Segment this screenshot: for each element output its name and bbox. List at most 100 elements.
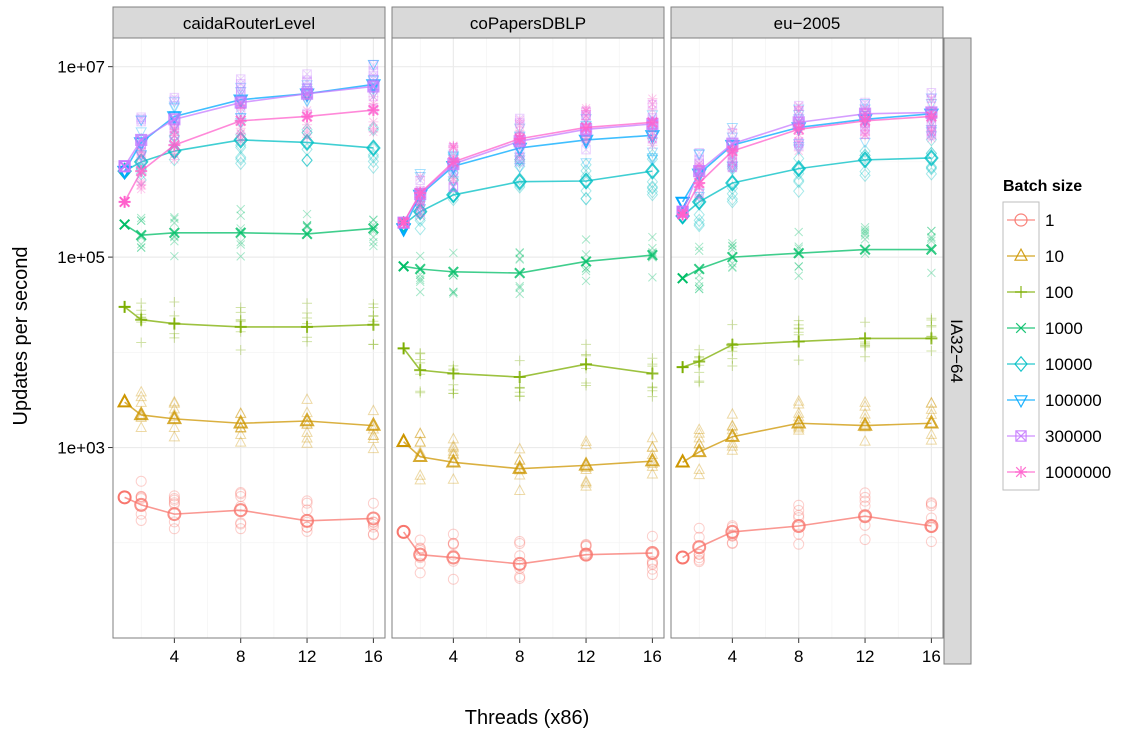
repetition-point [926, 320, 937, 331]
repetition-point [860, 351, 871, 362]
x-tick-label: 4 [449, 647, 458, 666]
series-1000000 [676, 94, 938, 221]
repetition-point [302, 222, 312, 232]
repetition-point [169, 297, 180, 308]
repetition-point [693, 548, 705, 560]
repetition-point [302, 132, 313, 143]
repetition-point [234, 428, 247, 439]
repetition-point [235, 518, 247, 530]
repetition-point [369, 215, 378, 225]
repetition-point [726, 439, 739, 451]
repetition-point [792, 410, 805, 422]
data-point [168, 227, 180, 239]
repetition-point [514, 155, 526, 169]
repetition-point [135, 115, 148, 127]
repetition-point [168, 395, 181, 407]
repetition-point [447, 537, 459, 549]
repetition-point [646, 448, 659, 459]
data-point [446, 186, 461, 204]
series-line [402, 121, 653, 224]
data-point [118, 300, 131, 313]
data-point [726, 145, 739, 158]
repetition-point [793, 315, 804, 326]
repetition-point [727, 360, 738, 371]
legend-item: 1000000 [1007, 463, 1111, 482]
repetition-point [448, 181, 459, 192]
repetition-point [694, 242, 704, 252]
repetition-point [449, 287, 458, 297]
repetition-point [581, 132, 592, 143]
repetition-point [580, 169, 592, 184]
repetition-point [169, 126, 180, 137]
repetition-point [136, 112, 146, 123]
repetition-point [693, 437, 706, 449]
repetition-point [792, 394, 805, 406]
repetition-point [136, 146, 146, 156]
repetition-point [694, 188, 704, 199]
repetition-point [448, 140, 459, 151]
data-point [726, 338, 739, 351]
repetition-point [859, 534, 871, 546]
repetition-point [646, 148, 659, 163]
panel: eu−2005 4 8 12 16 [670, 6, 944, 666]
data-point [859, 332, 872, 345]
data-point [412, 447, 428, 462]
repetition-point [168, 152, 181, 167]
legend-label: 10 [1045, 247, 1064, 266]
repetition-point [581, 235, 591, 244]
legend-key-symbol [1014, 355, 1028, 373]
repetition-point [236, 251, 246, 261]
repetition-point [793, 323, 804, 334]
repetition-point [368, 91, 379, 102]
data-point [235, 227, 247, 239]
repetition-point [514, 119, 525, 130]
repetition-point [414, 557, 426, 569]
data-point [367, 222, 379, 234]
repetition-point [859, 395, 871, 407]
repetition-point [447, 448, 460, 460]
data-point [116, 393, 133, 408]
repetition-point [860, 222, 870, 232]
repetition-point [235, 87, 246, 97]
repetition-point [793, 140, 804, 151]
repetition-point [301, 393, 313, 404]
repetition-point [235, 490, 247, 502]
repetition-point [926, 133, 937, 144]
series-line [403, 170, 653, 226]
data-point [514, 267, 526, 279]
repetition-point [367, 59, 380, 71]
repetition-point [514, 118, 525, 128]
data-point [578, 172, 594, 190]
repetition-point [168, 493, 180, 505]
repetition-point [367, 429, 380, 441]
repetition-point [368, 98, 379, 109]
repetition-point [647, 385, 658, 396]
panel-title: coPapersDBLP [470, 14, 586, 33]
repetition-point [235, 140, 247, 155]
repetition-point [168, 430, 181, 442]
repetition-point [415, 386, 426, 397]
repetition-point [860, 234, 870, 244]
repetition-point [646, 137, 659, 149]
repetition-point [646, 441, 659, 452]
repetition-point [169, 328, 180, 339]
data-point [726, 251, 738, 263]
data-point [234, 320, 247, 333]
repetition-point [414, 427, 427, 439]
repetition-point [449, 271, 458, 280]
data-point [859, 114, 872, 127]
series-line [681, 111, 932, 212]
data-point [693, 177, 706, 190]
repetition-point [794, 262, 804, 271]
repetition-point [647, 98, 658, 109]
repetition-point [860, 124, 870, 135]
repetition-point [170, 236, 179, 246]
repetition-point [727, 157, 738, 168]
data-point [365, 79, 382, 94]
legend-item: 100000 [1007, 391, 1102, 410]
repetition-point [792, 144, 805, 156]
repetition-point [859, 495, 871, 507]
data-point [168, 113, 181, 126]
data-point [791, 159, 807, 178]
repetition-point [369, 241, 378, 251]
